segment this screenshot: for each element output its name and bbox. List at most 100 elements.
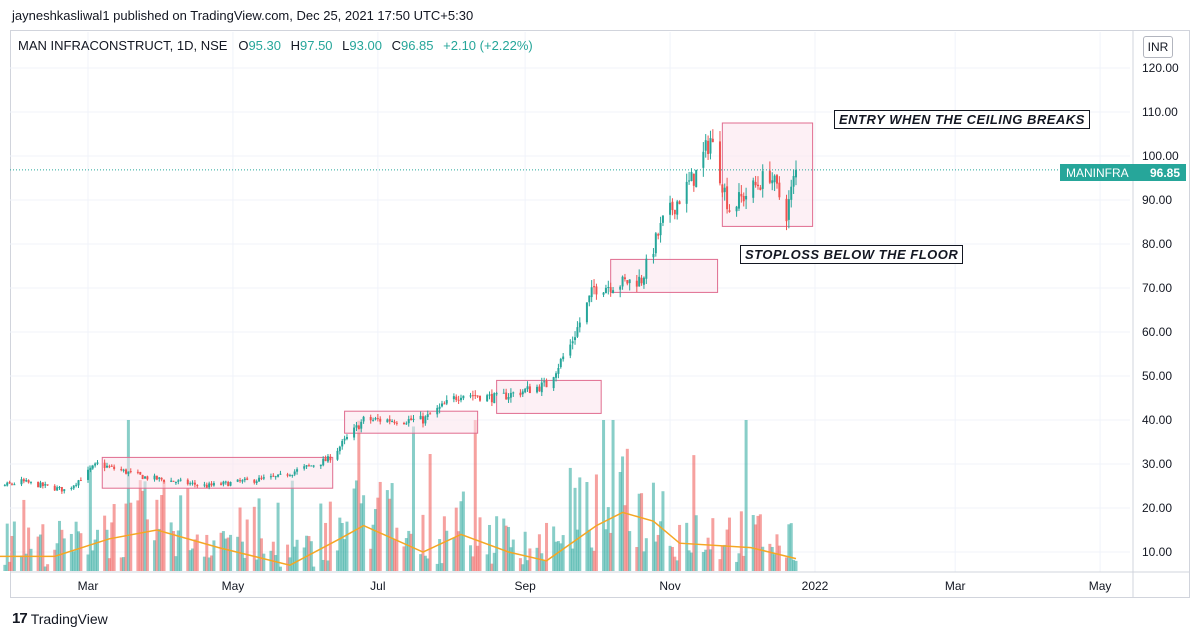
volume-bar [504, 525, 508, 571]
volume-bar [744, 420, 748, 571]
volume-bar [255, 559, 259, 571]
volume-bar [96, 529, 100, 571]
volume-bar [41, 524, 45, 571]
candle-body [79, 480, 82, 482]
volume-bar [162, 481, 166, 571]
candle-body [6, 482, 9, 486]
footer-brand[interactable]: TradingView [30, 610, 108, 627]
volume-bar [295, 539, 299, 571]
candle-body [490, 393, 493, 403]
legend-high-label: H [290, 38, 300, 53]
candle-body [557, 367, 560, 374]
volume-bar [585, 482, 589, 571]
time-axis: Mar May Jul Sep Nov 2022 Mar May [78, 579, 1112, 593]
volume-bar [252, 506, 256, 571]
volume-bar [236, 536, 240, 571]
volume-bar [309, 541, 313, 571]
volume-bar [642, 551, 646, 571]
candle-body [559, 358, 562, 368]
volume-bar [107, 558, 111, 571]
footer: 17 TradingView [12, 610, 108, 627]
volume-bar [708, 549, 712, 571]
volume-bar [302, 547, 306, 571]
candle-body [336, 450, 339, 460]
candle-body [179, 479, 182, 481]
volume-bar [435, 563, 439, 571]
candle-body [787, 199, 790, 220]
candle-body [376, 418, 379, 420]
volume-bar [76, 531, 80, 571]
volume-bar [761, 546, 765, 571]
candle-body [569, 344, 572, 356]
candle-body [488, 394, 491, 396]
volume-bar [485, 554, 489, 571]
volume-bar [528, 548, 532, 571]
volume-bar [55, 543, 59, 571]
volume-bar [392, 539, 396, 571]
candle-body [345, 436, 348, 439]
candle-body [353, 427, 356, 438]
price-tick-label: 110.00 [1142, 105, 1178, 119]
candle-body [29, 481, 32, 483]
currency-button[interactable]: INR [1143, 36, 1173, 58]
volume-bar [376, 497, 380, 571]
candle-body [22, 479, 25, 482]
volume-bar [338, 517, 342, 571]
volume-bar [602, 420, 606, 571]
volume-bar [656, 534, 660, 571]
volume-bar [573, 487, 577, 571]
volume-bar [354, 480, 358, 571]
volume-bar [5, 523, 9, 571]
candle-body [291, 474, 294, 476]
volume-bar [651, 482, 655, 571]
candle-body [402, 422, 405, 424]
candle-body [509, 392, 512, 398]
volume-bar [274, 555, 278, 571]
candle-body [37, 481, 40, 488]
volume-bar [523, 531, 527, 571]
candle-body [227, 481, 230, 487]
candle-body [773, 175, 776, 183]
candle-body [737, 192, 740, 209]
candle-body [60, 486, 63, 492]
candle-body [742, 195, 745, 202]
volume-bar [471, 556, 475, 571]
volume-bar [725, 529, 729, 571]
candle-body [205, 484, 208, 488]
legend-symbol[interactable]: MAN INFRACONSTRUCT, 1D, NSE [18, 38, 228, 53]
candle-body [210, 483, 213, 486]
volume-bar [659, 521, 663, 571]
candle-body [574, 337, 577, 341]
volume-bar [307, 536, 311, 571]
candle-body [277, 474, 280, 477]
candle-body [502, 392, 505, 394]
candle-body [474, 395, 477, 397]
price-tick-label: 30.00 [1142, 457, 1172, 471]
volume-bar [378, 481, 382, 571]
volume-bar [160, 495, 164, 571]
candle-body [657, 234, 660, 236]
candle-body [678, 201, 681, 205]
volume-bar [357, 420, 361, 571]
volume-bar [694, 515, 698, 571]
volume-bar [129, 502, 133, 571]
candle-body [125, 469, 128, 474]
price-tick-label: 10.00 [1142, 545, 1172, 559]
candle-body [260, 477, 263, 479]
volume-bar [787, 524, 791, 571]
candle-body [296, 469, 299, 472]
volume-bar [188, 550, 192, 571]
candle-body [562, 356, 565, 360]
volume-bar [419, 554, 423, 571]
volume-bar [24, 553, 28, 571]
candle-body [588, 295, 591, 303]
candle-body [127, 471, 130, 474]
candle-body [576, 327, 579, 337]
candle-body [709, 138, 712, 154]
volume-bar [369, 548, 373, 571]
volume-bar [288, 557, 292, 571]
volume-bar [124, 503, 128, 571]
candle-body [707, 140, 710, 155]
candle-body [794, 169, 797, 178]
